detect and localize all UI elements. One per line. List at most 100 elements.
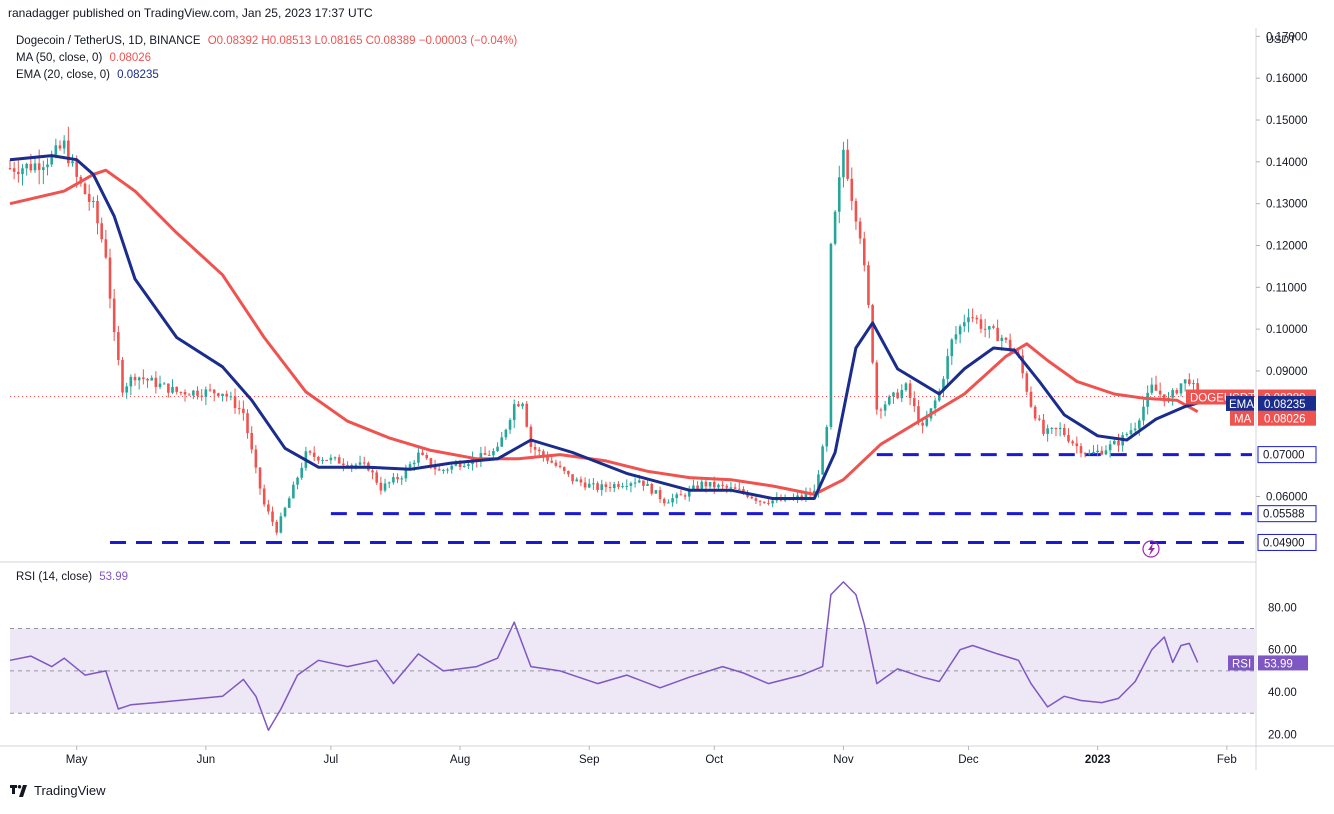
candle-body <box>417 452 420 463</box>
candle-body <box>717 484 720 488</box>
candle-body <box>1117 440 1120 446</box>
candle-body <box>837 177 841 212</box>
price-tick-label: 0.14000 <box>1266 157 1308 169</box>
candle-body <box>571 474 574 482</box>
rsi-legend-label[interactable]: RSI (14, close) <box>16 571 93 583</box>
candle-body <box>637 480 641 483</box>
candle-body <box>175 386 178 392</box>
ma-legend-value: 0.08026 <box>109 52 152 64</box>
candle-body <box>171 386 174 393</box>
rsi-name-tag <box>1228 655 1254 671</box>
candle-body <box>1025 373 1029 392</box>
candle-body <box>671 498 674 503</box>
candle-body <box>1138 420 1141 429</box>
candle-body <box>996 327 999 342</box>
candle-body <box>546 455 549 461</box>
ma-50-line <box>9 168 1199 496</box>
candle-body <box>992 326 995 328</box>
price-tick-label: 0.15000 <box>1266 115 1308 127</box>
candle-body <box>358 462 362 465</box>
candle-body <box>917 406 920 423</box>
candle-body <box>629 483 633 486</box>
candle-body <box>71 161 74 164</box>
candle-body <box>296 477 299 485</box>
candle-body <box>712 481 716 488</box>
candle-body <box>1021 355 1024 374</box>
candle-body <box>325 459 329 461</box>
time-tick-label: Oct <box>705 754 724 766</box>
candle-body <box>879 409 883 411</box>
candle-body <box>875 362 879 410</box>
ma-legend: MA (50, close, 0) 0.08026 <box>16 52 151 64</box>
candle-body <box>183 391 187 395</box>
candle-body <box>979 319 983 329</box>
candle-body <box>700 481 704 489</box>
candle-body <box>458 463 462 467</box>
candle-body <box>1096 450 1099 453</box>
candle-body <box>225 393 228 397</box>
rsi-tick-label: 40.00 <box>1268 687 1297 699</box>
candle-body <box>200 395 203 397</box>
lightning-icon-bolt <box>1148 543 1155 556</box>
candle-body <box>1067 435 1070 442</box>
candle-body <box>812 490 816 495</box>
candle-body <box>142 377 145 379</box>
price-tick-label: 0.06000 <box>1266 491 1308 503</box>
ema-legend-label[interactable]: EMA (20, close, 0) <box>16 69 110 81</box>
candle-body <box>337 457 341 464</box>
time-tick-label: Sep <box>579 754 599 766</box>
rsi-tick-label: 80.00 <box>1268 602 1297 614</box>
price-tick-label: 0.11000 <box>1266 282 1307 294</box>
support-tag-label: 0.05588 <box>1263 509 1305 521</box>
candle-body <box>725 485 729 488</box>
candle-body <box>592 483 595 485</box>
candle-body <box>642 480 645 486</box>
candle-body <box>987 326 991 330</box>
ma-legend-label[interactable]: MA (50, close, 0) <box>16 52 103 64</box>
candle-body <box>612 484 616 488</box>
candle-body <box>650 483 654 494</box>
candle-body <box>1092 452 1095 454</box>
candle-body <box>162 383 166 385</box>
candle-body <box>500 437 504 447</box>
candle-body <box>908 383 912 399</box>
footer-brand[interactable]: TradingView <box>10 783 106 798</box>
candle-body <box>17 171 20 175</box>
candle-body <box>762 501 766 503</box>
candle-body <box>921 422 924 426</box>
candle-body <box>433 466 437 470</box>
candle-body <box>621 486 624 488</box>
candle-body <box>729 487 733 489</box>
candle-body <box>1046 428 1049 434</box>
candle-body <box>604 484 608 488</box>
candle-body <box>333 457 337 459</box>
candle-body <box>137 377 141 381</box>
candle-body <box>8 168 12 170</box>
candle-body <box>1008 339 1012 351</box>
candle-body <box>1058 427 1062 430</box>
candle-body <box>767 502 770 504</box>
symbol-legend: Dogecoin / TetherUS, 1D, BINANCE O0.0839… <box>16 35 517 47</box>
candle-body <box>912 398 916 407</box>
candle-body <box>871 304 874 363</box>
candle-body <box>50 154 53 165</box>
candle-body <box>658 490 662 500</box>
candle-body <box>575 479 579 482</box>
lightning-icon <box>1142 540 1160 558</box>
candle-body <box>754 498 758 501</box>
candle-body <box>833 211 837 244</box>
candle-body <box>679 494 683 496</box>
time-tick-label: Jun <box>197 754 216 766</box>
price-tick-label: 0.10000 <box>1266 324 1308 336</box>
candle-body <box>62 140 66 149</box>
candle-body <box>1196 383 1199 393</box>
candle-body <box>867 265 870 305</box>
candle-body <box>237 408 241 410</box>
tradingview-logo-icon <box>10 784 27 797</box>
rsi-tick-label: 60.00 <box>1268 645 1297 657</box>
symbol-title[interactable]: Dogecoin / TetherUS, 1D, BINANCE <box>16 35 201 47</box>
support-tag-label: 0.07000 <box>1263 450 1305 462</box>
time-tick-label: Nov <box>833 754 854 766</box>
candle-body <box>108 257 112 299</box>
